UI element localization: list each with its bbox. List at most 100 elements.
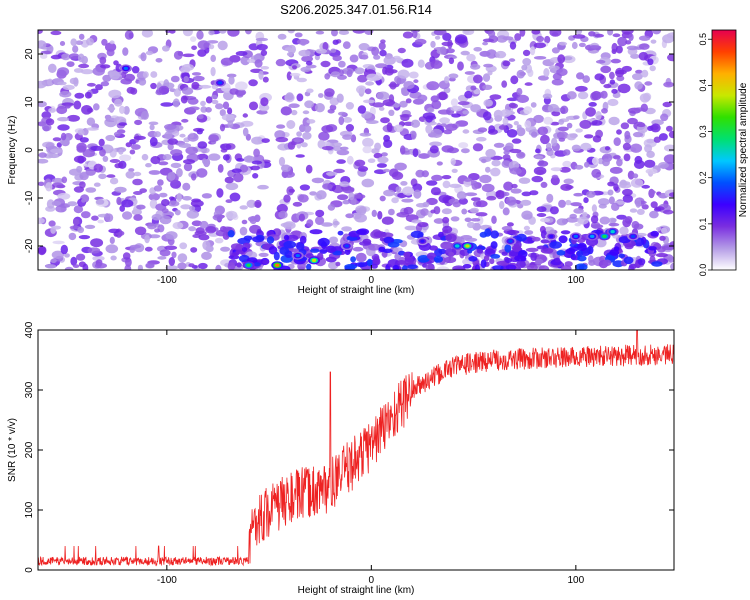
spectrogram-blob: [635, 198, 642, 208]
spectrogram-blob: [484, 228, 492, 237]
spectrogram-blob: [430, 60, 443, 69]
spectrogram-blob: [533, 56, 547, 60]
spectrogram-blob: [502, 154, 511, 161]
spectrogram-blob: [650, 230, 659, 237]
spectrogram-blob: [442, 225, 453, 234]
spectrogram-blob: [516, 151, 526, 159]
spectrogram-blob: [382, 248, 393, 253]
spectrogram-blob: [305, 164, 313, 174]
spectrogram-blob: [90, 238, 104, 248]
spectrogram-blob: [430, 40, 436, 48]
spectrogram-blob: [170, 75, 180, 83]
spectrogram-blob: [315, 209, 325, 218]
spectrogram-blob: [149, 137, 158, 147]
spectrogram-blob: [248, 101, 259, 111]
spectrogram-blob: [168, 257, 175, 266]
spectrogram-blob: [325, 256, 337, 263]
spectrogram-blob: [526, 264, 538, 270]
spectrogram-blob: [283, 240, 297, 249]
spectrogram-blob: [452, 201, 461, 208]
spectrogram-blob: [113, 131, 121, 137]
spectrogram-blob: [241, 219, 248, 225]
spectrogram-blob: [568, 246, 579, 252]
spectrogram-blob: [591, 90, 602, 101]
spectrogram-blob: [318, 131, 330, 141]
spectrogram-blob: [140, 52, 147, 62]
spectrogram-blob: [93, 182, 101, 187]
spectrogram-blob: [573, 192, 584, 197]
spectrogram-blob: [535, 169, 545, 175]
spectrogram-blob: [629, 208, 638, 213]
spectrogram-blob: [433, 30, 447, 36]
spectrogram-blob: [329, 97, 339, 106]
spectrogram-blob: [600, 90, 608, 99]
spectrogram-blob: [574, 222, 581, 227]
spectrogram-blob: [52, 137, 62, 142]
spectrogram-blob: [422, 201, 430, 208]
spectrogram-blob: [666, 125, 673, 132]
spectrogram-blob: [257, 184, 269, 190]
spectrogram-blob: [566, 133, 577, 141]
spectrogram-blob: [266, 236, 275, 244]
spectrogram-blob: [462, 110, 470, 115]
spectrogram-blob: [258, 252, 269, 257]
spectrogram-blob: [245, 30, 252, 35]
spectrogram-blob: [57, 117, 70, 122]
spectrogram-blob: [429, 145, 439, 154]
spectrogram-blob: [226, 73, 237, 78]
spectrogram-blob: [448, 57, 455, 65]
spectrogram-blob: [109, 236, 115, 244]
spectrogram-blob: [86, 82, 96, 87]
spectrogram-blob: [325, 245, 337, 253]
spectrogram-blob: [523, 225, 531, 231]
spectrogram-blob: [373, 54, 381, 60]
spectrogram-blob: [509, 41, 517, 50]
spectrogram-blob: [133, 135, 146, 140]
spectrogram-blob: [110, 255, 117, 261]
spectrogram-blob: [627, 170, 635, 180]
spectrogram-blob: [82, 263, 89, 270]
spectrogram-blob: [620, 122, 630, 130]
spectrogram-blob: [46, 199, 55, 209]
spectrogram-blob: [562, 160, 572, 168]
spectrogram-blob: [450, 98, 459, 107]
spectrogram-blob: [105, 244, 119, 254]
spectrogram-blob: [87, 247, 101, 254]
spectrogram-blob: [591, 168, 602, 178]
spectrogram-blob: [608, 196, 615, 205]
spectrogram-blob: [196, 129, 203, 135]
spectrogram-blob: [197, 141, 208, 149]
spectrogram-blob: [562, 149, 571, 156]
spectrogram-blob: [106, 48, 115, 57]
spectrogram-blob: [464, 237, 478, 242]
spectrogram-blob: [55, 205, 67, 213]
spectrogram-blob: [400, 145, 406, 155]
spectrogram-blob: [577, 255, 587, 262]
spectrogram-hotspot: [344, 244, 349, 248]
spectrogram-blob: [253, 262, 261, 267]
spectrogram-blob: [276, 124, 286, 129]
spectrogram-blob: [208, 153, 221, 161]
spectrogram-blob: [315, 30, 325, 35]
spectrogram-blob: [348, 192, 355, 201]
spectrogram-blob: [298, 49, 311, 57]
spectrogram-blob: [628, 33, 634, 41]
spectrogram-blob: [48, 63, 57, 73]
spectrogram-blob: [212, 214, 224, 221]
spectrogram-blob: [222, 226, 232, 232]
spectrogram-blob: [133, 214, 143, 221]
spectrogram-blob: [159, 215, 172, 225]
spectrogram-blob: [622, 188, 633, 196]
spectrogram-blob: [647, 58, 654, 66]
spectrogram-blob: [628, 263, 638, 269]
spectrogram-blob: [516, 124, 522, 130]
spectrogram-blob: [470, 85, 477, 91]
spectrogram-blob: [487, 70, 493, 76]
spectrogram-blob: [105, 213, 114, 222]
spectrogram-blob: [356, 85, 367, 94]
spectrogram-blob: [292, 201, 303, 207]
spectrogram-blob: [180, 95, 188, 104]
spectrogram-blob: [463, 177, 473, 182]
spectrogram-blob: [208, 30, 215, 36]
spectrogram-blob: [118, 122, 128, 126]
